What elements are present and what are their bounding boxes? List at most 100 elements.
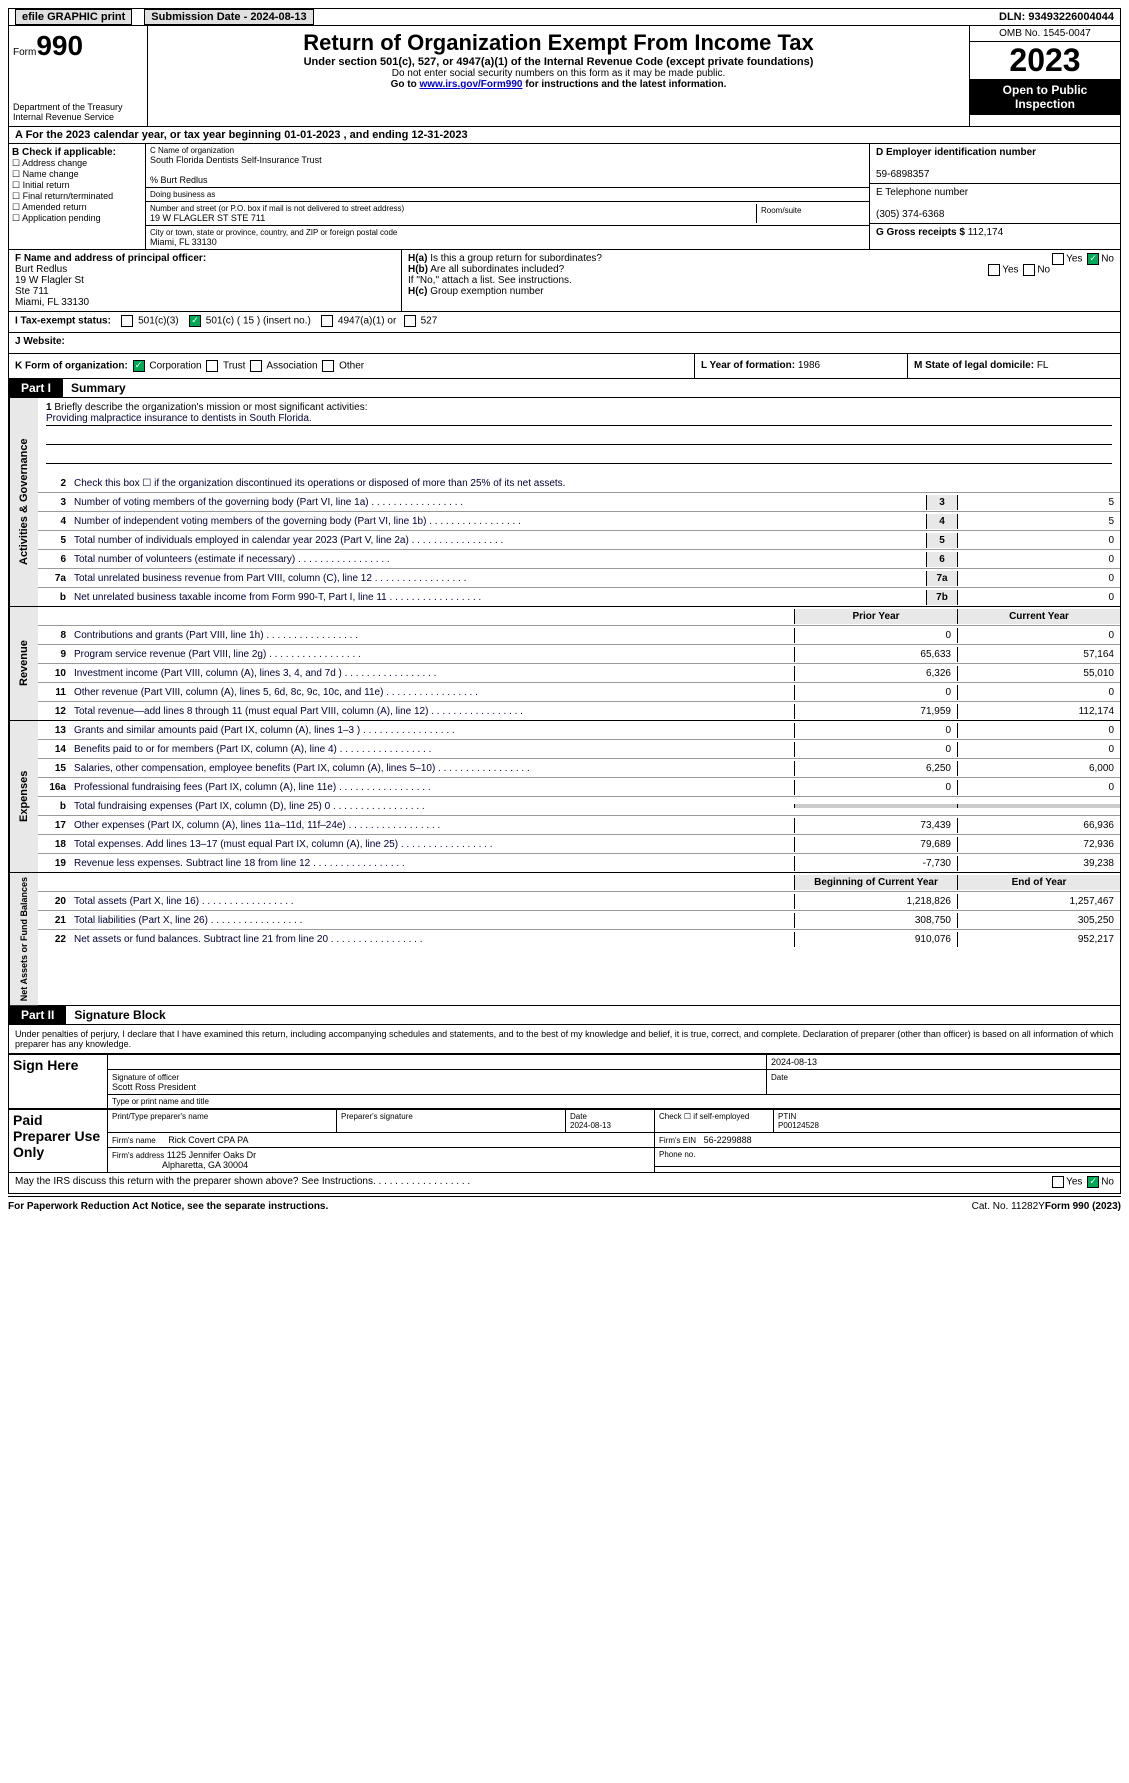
sign-date: 2024-08-13 [767, 1055, 1121, 1070]
chk-527[interactable] [404, 315, 416, 327]
chk-final-return[interactable]: ☐ Final return/terminated [12, 191, 142, 202]
gov-vbar: Activities & Governance [9, 398, 38, 606]
care-of: % Burt Redlus [150, 175, 865, 185]
street-address: 19 W FLAGLER ST STE 711 [150, 213, 756, 223]
chk-app-pending[interactable]: ☐ Application pending [12, 213, 142, 224]
chk-corp[interactable] [133, 360, 145, 372]
form-word: Form [13, 47, 36, 58]
firm-name: Rick Covert CPA PA [168, 1135, 248, 1145]
mission-text: Providing malpractice insurance to denti… [46, 413, 1112, 426]
chk-initial-return[interactable]: ☐ Initial return [12, 180, 142, 191]
part2-label: Part II [9, 1006, 66, 1024]
block-bcd: B Check if applicable: ☐ Address change … [8, 144, 1121, 250]
page-footer: For Paperwork Reduction Act Notice, see … [8, 1196, 1121, 1212]
preparer-sig-hdr: Preparer's signature [337, 1110, 566, 1133]
ptin-value: P00124528 [778, 1121, 819, 1130]
org-name: South Florida Dentists Self-Insurance Tr… [150, 155, 865, 165]
website-label: J Website: [15, 336, 65, 347]
officer-addr1: 19 W Flagler St [15, 275, 84, 286]
discuss-row: May the IRS discuss this return with the… [8, 1173, 1121, 1194]
prep-date: 2024-08-13 [570, 1121, 611, 1130]
name-label: C Name of organization [150, 146, 865, 155]
domicile: FL [1037, 360, 1049, 371]
ha-no[interactable] [1087, 253, 1099, 265]
self-employed-chk[interactable]: Check ☐ if self-employed [655, 1110, 774, 1133]
chk-trust[interactable] [206, 360, 218, 372]
discuss-yes[interactable] [1052, 1176, 1064, 1188]
dept-label: Department of the Treasury Internal Reve… [13, 102, 143, 122]
ssn-note: Do not enter social security numbers on … [154, 68, 963, 79]
chk-4947[interactable] [321, 315, 333, 327]
irs-link[interactable]: www.irs.gov/Form990 [419, 79, 522, 90]
city-label: City or town, state or province, country… [150, 228, 865, 237]
row-j: J Website: [8, 333, 1121, 354]
hb-label: Are all subordinates included? [430, 264, 564, 275]
room-label: Room/suite [757, 204, 865, 223]
officer-addr2: Ste 711 [15, 286, 49, 297]
efile-button[interactable]: efile GRAPHIC print [15, 9, 132, 25]
ptin-label: PTIN [778, 1112, 796, 1121]
addr-label: Number and street (or P.O. box if mail i… [150, 204, 756, 213]
date-label: Date [771, 1073, 788, 1082]
officer-addr3: Miami, FL 33130 [15, 297, 89, 308]
row-i: I Tax-exempt status: 501(c)(3) 501(c) ( … [8, 312, 1121, 333]
dln-label: DLN: 93493226004044 [993, 9, 1120, 25]
officer-name: Burt Redlus [15, 264, 67, 275]
gross-label: G Gross receipts $ [876, 227, 965, 238]
part2-title: Signature Block [66, 1006, 173, 1024]
preparer-name-hdr: Print/Type preparer's name [108, 1110, 337, 1133]
rev-vbar: Revenue [9, 607, 38, 720]
exp-vbar: Expenses [9, 721, 38, 872]
chk-assoc[interactable] [250, 360, 262, 372]
end-year-hdr: End of Year [957, 875, 1120, 890]
sig-officer-label: Signature of officer [112, 1073, 179, 1082]
perjury-text: Under penalties of perjury, I declare th… [8, 1025, 1121, 1054]
chk-name-change[interactable]: ☐ Name change [12, 169, 142, 180]
gross-value: 112,174 [968, 227, 1003, 238]
gov-section: Activities & Governance 1 Briefly descri… [8, 398, 1121, 607]
ha-label: Is this a group return for subordinates? [430, 253, 602, 264]
period-row: A For the 2023 calendar year, or tax yea… [8, 127, 1121, 144]
ha-yes[interactable] [1052, 253, 1064, 265]
chk-address-change[interactable]: ☐ Address change [12, 158, 142, 169]
prep-date-hdr: Date [570, 1112, 587, 1121]
chk-other[interactable] [322, 360, 334, 372]
net-section: Net Assets or Fund Balances Beginning of… [8, 873, 1121, 1006]
chk-501c3[interactable] [121, 315, 133, 327]
box-b-label: B Check if applicable: [12, 147, 142, 158]
form-header: Form990 Department of the Treasury Inter… [8, 26, 1121, 127]
sign-here-table: Sign Here 2024-08-13 Signature of office… [8, 1054, 1121, 1109]
tax-status-label: I Tax-exempt status: [15, 316, 111, 327]
current-year-hdr: Current Year [957, 609, 1120, 624]
form-number: 990 [36, 30, 83, 61]
domicile-label: M State of legal domicile: [914, 360, 1034, 371]
chk-501c[interactable] [189, 315, 201, 327]
sign-here-label: Sign Here [9, 1055, 108, 1109]
public-inspection-badge: Open to Public Inspection [970, 79, 1120, 115]
chk-amended-return[interactable]: ☐ Amended return [12, 202, 142, 213]
hb-yes[interactable] [988, 264, 1000, 276]
row-klm: K Form of organization: Corporation Trus… [8, 354, 1121, 379]
ein-label: D Employer identification number [876, 147, 1036, 158]
part2-header: Part II Signature Block [8, 1006, 1121, 1025]
firm-name-label: Firm's name [112, 1136, 156, 1145]
submission-button[interactable]: Submission Date - 2024-08-13 [144, 9, 313, 25]
firm-ein: 56-2299888 [704, 1135, 752, 1145]
form-subtitle: Under section 501(c), 527, or 4947(a)(1)… [154, 56, 963, 68]
tax-year: 2023 [970, 42, 1120, 79]
dba-label: Doing business as [150, 190, 215, 199]
year-formation: 1986 [798, 360, 820, 371]
firm-addr2: Alpharetta, GA 30004 [162, 1160, 248, 1170]
part1-header: Part I Summary [8, 379, 1121, 398]
exp-section: Expenses 13Grants and similar amounts pa… [8, 721, 1121, 873]
officer-label: F Name and address of principal officer: [15, 253, 206, 264]
hb-no[interactable] [1023, 264, 1035, 276]
form-title: Return of Organization Exempt From Incom… [154, 30, 963, 56]
discuss-no[interactable] [1087, 1176, 1099, 1188]
firm-ein-label: Firm's EIN [659, 1136, 696, 1145]
discuss-text: May the IRS discuss this return with the… [15, 1176, 376, 1187]
form-footer-label: Form 990 (2023) [1045, 1201, 1121, 1212]
paid-preparer-label: Paid Preparer Use Only [9, 1110, 108, 1173]
paperwork-notice: For Paperwork Reduction Act Notice, see … [8, 1201, 972, 1212]
beg-year-hdr: Beginning of Current Year [794, 875, 957, 890]
